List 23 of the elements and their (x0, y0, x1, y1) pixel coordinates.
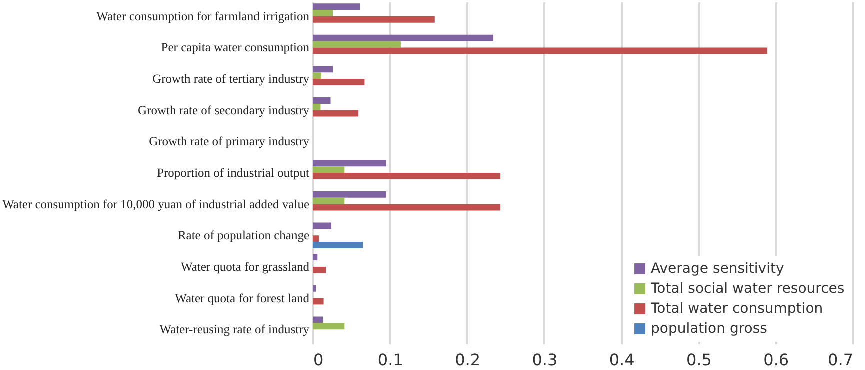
y-tick-label: Water quota for grassland (181, 260, 310, 274)
y-tick-label: Water quota for forest land (175, 291, 310, 306)
y-tick-label: Proportion of industrial output (157, 166, 310, 180)
x-tick-label: 0 (314, 350, 324, 370)
x-tick-label: 0.7 (828, 350, 854, 370)
x-tick-label: 0.6 (764, 350, 790, 370)
y-tick-label: Per capita water consumption (161, 40, 310, 55)
x-tick-label: 0.3 (532, 350, 558, 370)
legend-label: Average sensitivity (651, 261, 784, 277)
y-tick-label: Water consumption for 10,000 yuan of industrial added value (2, 197, 310, 212)
legend-label: population gross (651, 321, 768, 337)
y-tick-label: Growth rate of secondary industry (138, 103, 310, 118)
y-tick-label: Growth rate of tertiary industry (152, 72, 310, 86)
legend-label: Total social water resources (650, 281, 845, 297)
y-tick-label: Rate of population change (178, 228, 310, 243)
y-tick-label: Growth rate of primary industry (149, 134, 310, 149)
y-tick-label: Water consumption for farmland irrigation (96, 9, 310, 24)
x-tick-label: 0.1 (378, 350, 404, 370)
x-tick-label: 0.5 (686, 350, 712, 370)
x-tick-label: 0.2 (455, 350, 481, 370)
x-tick-label: 0.4 (609, 350, 635, 370)
y-tick-label: Water-reusing rate of industry (160, 322, 310, 337)
legend-label: Total water consumption (650, 301, 824, 317)
